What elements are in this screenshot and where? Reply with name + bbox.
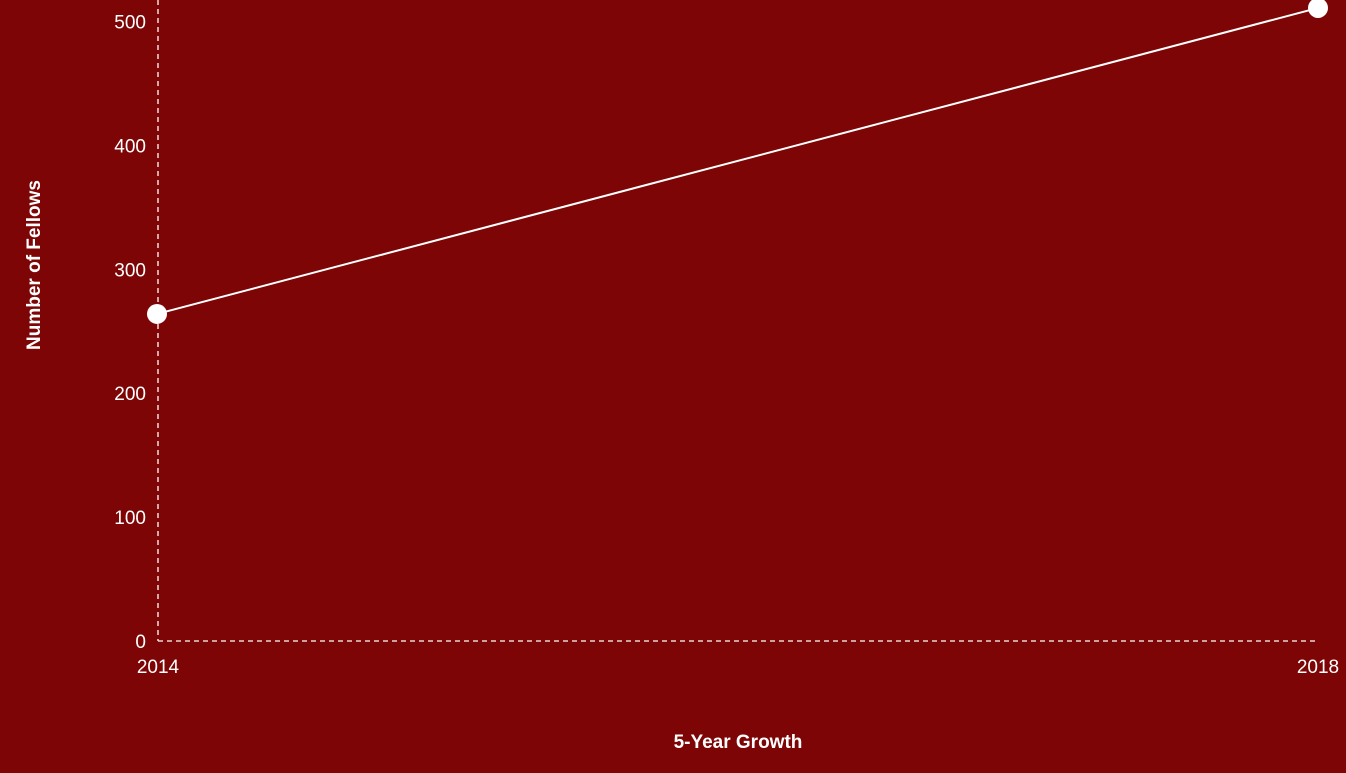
x-axis-title: 5-Year Growth bbox=[674, 732, 803, 753]
y-tick-labels: 0 100 200 300 400 500 bbox=[114, 13, 146, 653]
data-point[interactable] bbox=[1308, 0, 1328, 18]
x-tick-label: 2018 bbox=[1297, 657, 1339, 678]
y-axis-title: Number of Fellows bbox=[24, 180, 45, 350]
y-tick-label: 100 bbox=[114, 508, 146, 529]
y-tick-label: 500 bbox=[114, 13, 146, 34]
series-line bbox=[156, 6, 1319, 315]
y-tick-label: 400 bbox=[114, 136, 146, 157]
data-point[interactable] bbox=[147, 303, 167, 324]
x-tick-label: 2014 bbox=[137, 657, 180, 678]
x-tick-labels: 2014 2018 bbox=[137, 657, 1339, 678]
y-tick-label: 200 bbox=[114, 384, 146, 405]
y-tick-label: 300 bbox=[114, 260, 146, 281]
y-tick-label: 0 bbox=[135, 632, 146, 653]
series-group bbox=[147, 0, 1328, 324]
